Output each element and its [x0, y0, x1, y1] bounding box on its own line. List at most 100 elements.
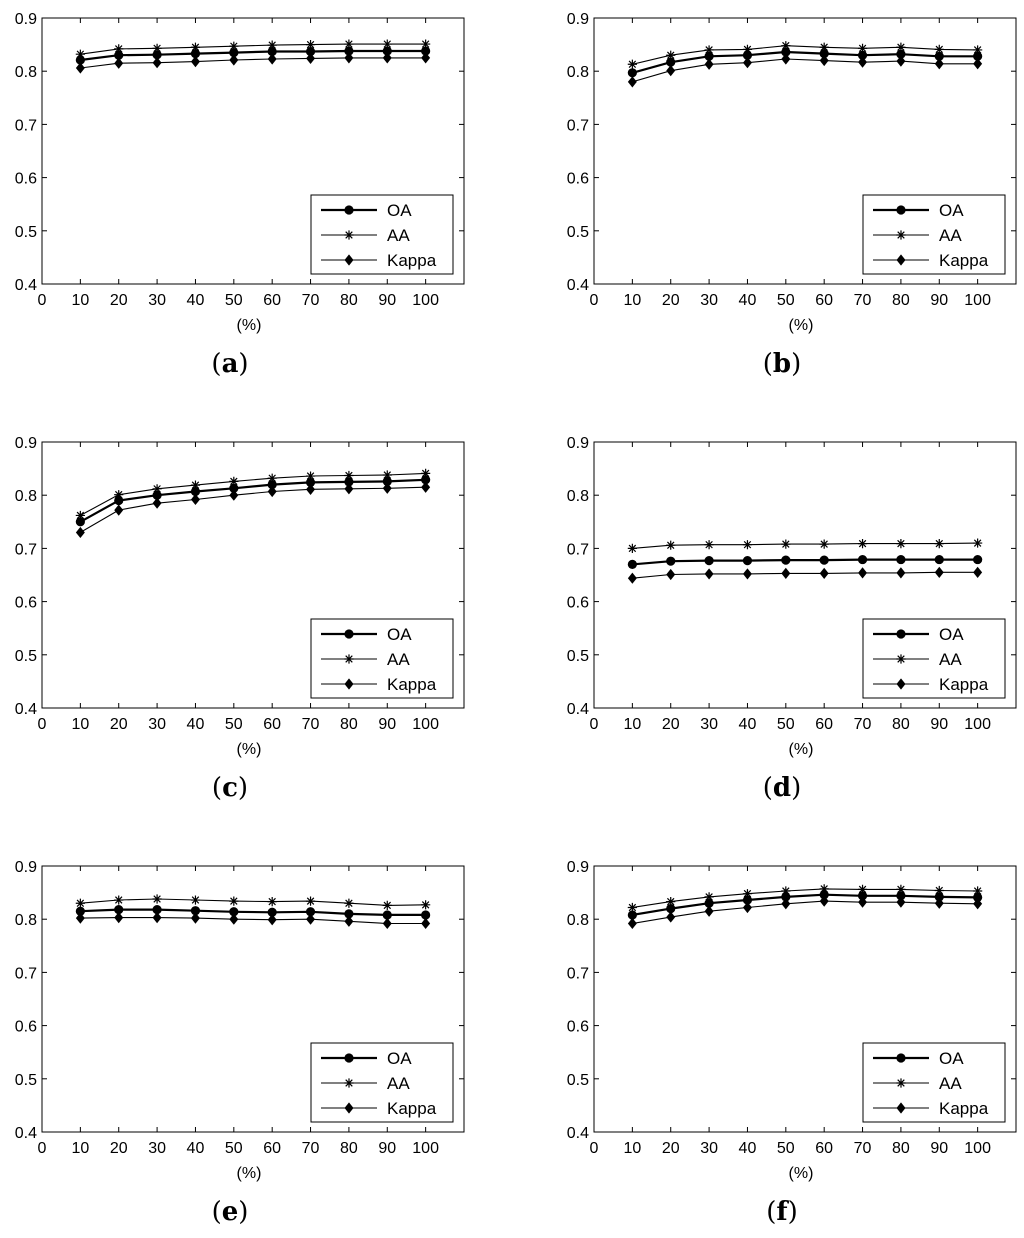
data-point-aa — [781, 41, 791, 51]
data-point-kappa — [934, 897, 944, 909]
data-point-oa — [973, 554, 983, 565]
data-point-oa — [152, 905, 162, 915]
data-point-aa — [896, 539, 906, 549]
x-tick-label: 30 — [700, 1140, 718, 1157]
data-point-kappa — [75, 62, 85, 74]
data-point-oa — [421, 475, 431, 485]
data-point-aa — [267, 473, 277, 483]
x-tick-label: 100 — [412, 1140, 439, 1157]
data-point-kappa — [934, 58, 944, 70]
x-tick-label: 30 — [148, 292, 166, 309]
series-line-oa — [632, 50, 978, 74]
data-point-aa — [267, 40, 277, 50]
y-tick-label: 0.8 — [567, 488, 589, 505]
data-point-kappa — [666, 568, 676, 581]
data-point-aa — [934, 44, 944, 54]
data-point-kappa — [114, 912, 124, 924]
data-point-aa — [114, 490, 124, 500]
y-tick-label: 0.8 — [567, 912, 589, 929]
data-point-oa — [934, 892, 944, 902]
legend-label-kappa: Kappa — [939, 675, 989, 694]
series-line-oa — [80, 908, 426, 917]
data-point-oa — [267, 479, 277, 490]
x-tick-label: 10 — [71, 1140, 89, 1157]
x-tick-label: 20 — [110, 1140, 128, 1157]
data-point-kappa — [858, 896, 868, 908]
legend-marker-oa — [896, 1053, 906, 1063]
data-point-kappa — [229, 913, 239, 925]
panel-label: (b) — [763, 349, 802, 379]
y-tick-label: 0.4 — [15, 277, 37, 294]
x-axis-label: (%) — [237, 1165, 262, 1182]
x-tick-label: 60 — [815, 1140, 833, 1157]
data-point-oa — [75, 906, 85, 916]
data-point-oa — [229, 47, 239, 58]
data-point-aa — [152, 43, 162, 53]
y-tick-label: 0.7 — [567, 965, 589, 982]
data-point-kappa — [306, 52, 316, 65]
data-point-aa — [627, 59, 637, 69]
data-point-kappa — [344, 52, 354, 64]
y-tick-label: 0.9 — [15, 435, 37, 452]
legend: OA AA Kappa — [310, 1042, 454, 1123]
x-tick-label: 40 — [739, 1140, 757, 1157]
data-point-kappa — [382, 917, 392, 930]
data-point-kappa — [819, 54, 829, 67]
data-point-oa — [896, 554, 906, 565]
y-tick-label: 0.5 — [15, 1072, 37, 1089]
legend-label-kappa: Kappa — [387, 251, 437, 270]
data-point-oa — [973, 892, 983, 902]
data-point-kappa — [781, 53, 791, 65]
data-point-oa — [781, 892, 791, 902]
data-point-oa — [934, 554, 944, 565]
data-point-kappa — [344, 915, 354, 927]
x-tick-label: 50 — [777, 292, 795, 309]
data-point-oa — [152, 490, 162, 500]
series-line-aa — [80, 43, 426, 55]
data-point-aa — [857, 43, 868, 53]
legend: OA AA Kappa — [310, 618, 454, 699]
data-point-kappa — [973, 58, 983, 70]
data-point-kappa — [704, 58, 714, 70]
data-point-aa — [781, 539, 791, 549]
y-tick-label: 0.5 — [15, 648, 37, 665]
data-point-aa — [742, 44, 753, 54]
x-tick-label: 90 — [930, 292, 948, 309]
y-tick-label: 0.9 — [567, 11, 589, 28]
legend-label-aa: AA — [939, 1074, 962, 1093]
data-point-aa — [742, 889, 753, 899]
series-line-oa — [632, 558, 978, 566]
y-tick-label: 0.4 — [567, 277, 589, 294]
data-point-oa — [114, 50, 124, 60]
data-point-aa — [229, 896, 239, 906]
data-point-kappa — [973, 898, 983, 910]
series-line-aa — [632, 542, 978, 549]
data-point-kappa — [896, 55, 906, 67]
data-point-kappa — [382, 482, 392, 494]
x-tick-label: 90 — [930, 716, 948, 733]
data-point-aa — [781, 886, 791, 896]
legend: OA AA Kappa — [862, 618, 1006, 699]
series-line-oa — [79, 478, 426, 523]
data-point-aa — [666, 50, 676, 60]
data-point-oa — [857, 891, 868, 901]
data-point-aa — [382, 39, 392, 49]
data-point-oa — [267, 907, 277, 917]
data-point-kappa — [152, 912, 162, 924]
panel-label: (a) — [211, 349, 248, 379]
x-axis-label: (%) — [237, 741, 262, 758]
chart-panel-b: 0 10 20 30 40 50 60 70 80 90 100 0.4 0.5 0.6 0.7 0.8 0.9… — [567, 11, 1017, 379]
data-point-oa — [344, 909, 354, 919]
data-point-oa — [229, 483, 239, 493]
y-tick-label: 0.7 — [15, 541, 37, 558]
series-line-aa — [80, 472, 426, 516]
data-point-aa — [896, 42, 906, 52]
chart-panel-f: 0 10 20 30 40 50 60 70 80 90 100 0.4 0.5 0.6 0.7 0.8 0.9… — [567, 859, 1017, 1227]
x-tick-label: 70 — [302, 716, 320, 733]
data-point-kappa — [152, 497, 162, 509]
data-point-aa — [666, 897, 676, 907]
x-axis-label: (%) — [789, 741, 814, 758]
data-point-aa — [704, 45, 714, 55]
data-point-oa — [666, 903, 676, 914]
